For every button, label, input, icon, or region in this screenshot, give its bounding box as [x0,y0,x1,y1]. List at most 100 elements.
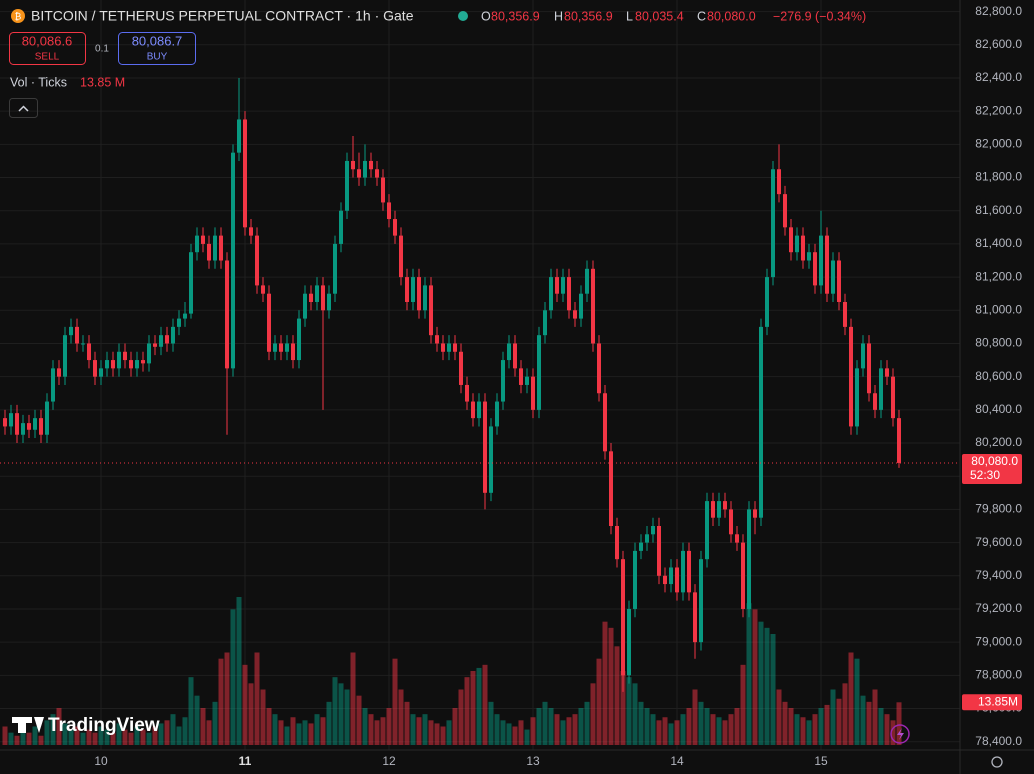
volume-bar [284,726,290,745]
volume-bar [224,652,230,745]
candle-body [795,235,799,253]
volume-bar [266,708,272,745]
volume-bar [626,677,632,745]
candle-body [831,260,835,294]
volume-bar [662,717,668,745]
collapse-button[interactable] [9,98,38,118]
chart-title: BITCOIN / TETHERUS PERPETUAL CONTRACT · … [31,8,414,24]
volume-badge [962,694,1022,711]
volume-bar [410,714,416,745]
volume-bar [590,683,596,745]
volume-bar [704,708,710,745]
candle-body [123,351,127,361]
volume-bar [110,732,116,745]
volume-bar [764,627,770,745]
volume-bar [710,714,716,745]
volume-bar [146,732,152,745]
candle-body [723,501,727,510]
volume-bar [38,735,44,745]
candle-body [717,501,721,518]
volume-bar [776,689,782,745]
candle-body [891,376,895,419]
volume-bar [386,708,392,745]
volume-bar [2,726,8,745]
candle-body [807,252,811,261]
ohlc-key: O [481,9,491,23]
candle-body [621,559,625,676]
candle-body [111,360,115,369]
volume-bar [680,714,686,745]
candle-body [297,318,301,361]
volume-bar [320,717,326,745]
candle-body [279,343,283,352]
buy-button[interactable] [118,32,196,65]
sell-price: 80,086.6 [22,33,73,48]
candle-body [183,313,187,319]
volume-bar [248,683,254,745]
volume-bar [866,701,872,745]
volume-bar [692,689,698,745]
y-tick-label: 82,600.0 [975,37,1022,51]
volume-bar [98,726,104,745]
candle-body [825,235,829,294]
buy-label: BUY [147,52,168,63]
candle-body [597,343,601,394]
volume-bar [440,726,446,745]
volume-bar [290,717,296,745]
candle-body [843,301,847,327]
y-tick-label: 78,800.0 [975,668,1022,682]
candle-body [513,343,517,369]
volume-bar [722,720,728,745]
flash-button[interactable] [890,724,910,744]
candle-body [285,343,289,352]
settings-icon[interactable] [991,756,1003,768]
volume-bar [782,701,788,745]
volume-bar [632,683,638,745]
volume-bar [62,723,68,745]
volume-bar [608,627,614,745]
candle-body [447,343,451,352]
volume-bar [494,714,500,745]
volume-bar [614,646,620,745]
coin-icon [11,9,25,23]
volume-bar [170,714,176,745]
x-tick-label: 14 [670,754,684,768]
candle-body [453,343,457,352]
volume-bar [488,701,494,745]
candle-body [57,368,61,377]
x-tick-label: 10 [94,754,108,768]
volume-bar [578,708,584,745]
volume-badge-label: 13.85M [978,694,1018,708]
candle-body [609,451,613,526]
collapse-icon [18,105,29,112]
candle-body [273,343,277,352]
flash-icon [897,728,904,740]
volume-bar [104,729,110,745]
ohlc-key: L [626,9,633,23]
volume-bar [644,708,650,745]
volume-bar [620,671,626,745]
volume-bar [788,708,794,745]
candle-body [423,285,427,311]
volume-bar [74,726,80,745]
candle-body [675,567,679,593]
candle-body [837,260,841,302]
volume-bar [806,720,812,745]
candle-body [537,335,541,410]
candle-body [21,423,25,435]
sell-button[interactable] [9,32,86,65]
volume-bar [506,723,512,745]
candle-body [309,293,313,302]
candle-body [405,277,409,302]
volume-bar [50,714,56,745]
volume-bar [92,732,98,745]
volume-bar [638,701,644,745]
y-tick-label: 80,600.0 [975,369,1022,383]
candle-body [819,235,823,286]
candle-body [321,285,325,311]
volume-bar [152,726,158,745]
volume-bar [812,714,818,745]
candle-body [51,368,55,402]
volume-bar [272,714,278,745]
